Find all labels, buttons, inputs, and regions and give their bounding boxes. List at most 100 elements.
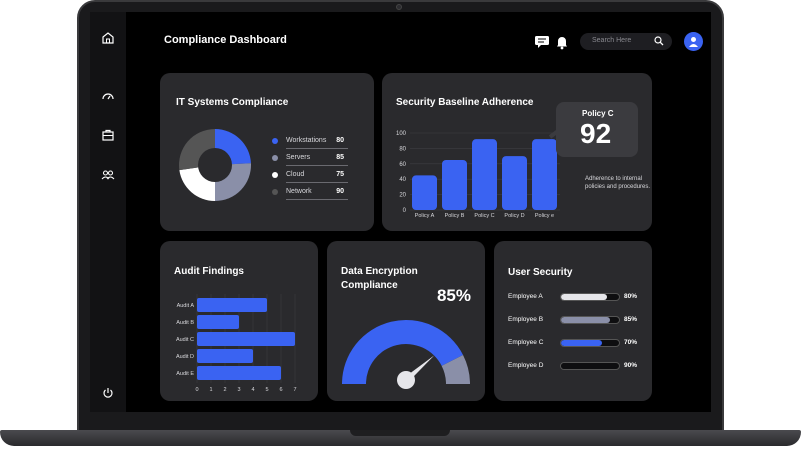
legend-dot (272, 138, 278, 144)
y-tick-label: Audit C (176, 337, 194, 343)
audit-title: Audit Findings (174, 266, 244, 277)
x-tick-label: 6 (279, 387, 282, 393)
camera (396, 4, 402, 10)
briefcase-icon[interactable] (98, 125, 118, 145)
power-icon[interactable] (98, 383, 118, 403)
bar-audit-c[interactable] (197, 332, 295, 346)
progress-fill (561, 317, 611, 323)
user-icon (689, 37, 698, 47)
encryption-card: Data Encryption Compliance 85% (327, 241, 485, 401)
employee-name: Employee A (508, 293, 543, 300)
x-tick-label: Policy C (474, 213, 494, 219)
progress-track (560, 362, 620, 370)
adherence-note: Adherence to internal policies and proce… (585, 176, 651, 190)
y-tick-label: 60 (399, 162, 406, 168)
x-tick-label: 3 (237, 387, 240, 393)
page-title: Compliance Dashboard (164, 34, 287, 46)
x-tick-label: 2 (223, 387, 226, 393)
y-tick-label: Audit E (176, 371, 194, 377)
laptop-base (0, 430, 801, 446)
baseline-card: Security Baseline Adherence 100 80 60 40 20 0… (382, 73, 652, 231)
encryption-percent: 85% (436, 286, 471, 305)
progress-percent: 80% (624, 293, 638, 300)
legend-value: 80 (336, 137, 344, 144)
y-tick-label: 0 (403, 208, 407, 214)
employee-name: Employee C (508, 339, 544, 346)
employee-name: Employee B (508, 316, 544, 323)
progress-track (560, 316, 620, 324)
bar-policy-a[interactable] (412, 175, 437, 210)
legend-label: Workstations (286, 137, 327, 144)
x-tick-label: Policy B (445, 213, 465, 219)
bar-policy-b[interactable] (442, 159, 467, 210)
bar-audit-e[interactable] (197, 366, 281, 380)
x-tick-label: Policy D (504, 213, 524, 219)
user-security-row: Employee D 90% (508, 360, 648, 372)
user-security-row: Employee A 80% (508, 291, 648, 303)
y-tick-label: Audit B (176, 320, 194, 326)
home-icon[interactable] (98, 28, 118, 48)
policy-popup: Policy C 92 (556, 102, 638, 157)
x-tick-label: Policy e (535, 213, 554, 219)
legend-value: 90 (336, 188, 344, 195)
search-icon[interactable] (654, 36, 664, 48)
legend-item: Workstations 80 (272, 135, 348, 149)
search-placeholder: Search Here (592, 37, 632, 44)
legend-label: Cloud (286, 171, 305, 178)
search-input[interactable]: Search Here (580, 33, 672, 50)
x-tick-label: Policy A (415, 213, 435, 219)
x-tick-label: 4 (251, 387, 254, 393)
encryption-title-1: Data Encryption (341, 266, 418, 277)
y-tick-label: 80 (399, 146, 406, 152)
employee-name: Employee D (508, 362, 544, 369)
legend-divider (286, 182, 348, 183)
bar-audit-b[interactable] (197, 315, 239, 329)
legend-value: 85 (336, 154, 344, 161)
y-tick-label: 40 (399, 177, 406, 183)
progress-track (560, 293, 620, 301)
x-tick-label: 7 (293, 387, 296, 393)
user-avatar[interactable] (684, 32, 703, 51)
users-icon[interactable] (98, 165, 118, 185)
bar-policy-d[interactable] (502, 156, 527, 210)
gauge-remainder (441, 354, 470, 384)
audit-chart: 0 1 2 3 4 5 6 7 Audit A Audit B Audit C Audit D Audi… (176, 294, 297, 393)
legend-label: Servers (286, 154, 311, 161)
gauge-icon[interactable] (98, 86, 118, 106)
legend-divider (286, 199, 348, 200)
progress-fill (561, 340, 602, 346)
x-tick-label: 1 (209, 387, 212, 393)
bar-audit-d[interactable] (197, 349, 253, 363)
gauge-fill (342, 320, 464, 384)
progress-fill (561, 363, 614, 369)
progress-percent: 90% (624, 362, 638, 369)
legend-item: Cloud 75 (272, 169, 348, 183)
progress-percent: 70% (624, 339, 638, 346)
user-security-title: User Security (508, 267, 573, 278)
legend-divider (286, 148, 348, 149)
popup-value: 92 (580, 118, 612, 149)
y-tick-label: 20 (399, 193, 406, 199)
legend-divider (286, 165, 348, 166)
legend-dot (272, 172, 278, 178)
bar-audit-a[interactable] (197, 298, 267, 312)
chat-icon[interactable] (534, 34, 550, 50)
baseline-title: Security Baseline Adherence (396, 97, 534, 108)
popup-label: Policy C (582, 109, 614, 118)
x-tick-label: 0 (195, 387, 198, 393)
legend-item: Servers 85 (272, 152, 348, 166)
bar-policy-e[interactable] (532, 139, 557, 210)
gauge-hub (397, 371, 415, 389)
x-tick-label: 5 (265, 387, 268, 393)
user-security-card: User Security Employee A 80% Employee B 8… (494, 241, 652, 401)
y-tick-label: Audit A (177, 303, 195, 309)
bar-policy-c[interactable] (472, 139, 497, 210)
user-security-row: Employee C 70% (508, 337, 648, 349)
laptop-notch (350, 430, 450, 436)
sidebar (90, 12, 126, 412)
encryption-title-2: Compliance (341, 280, 398, 291)
progress-percent: 85% (624, 316, 638, 323)
progress-fill (561, 294, 608, 300)
bell-icon[interactable] (554, 34, 570, 50)
